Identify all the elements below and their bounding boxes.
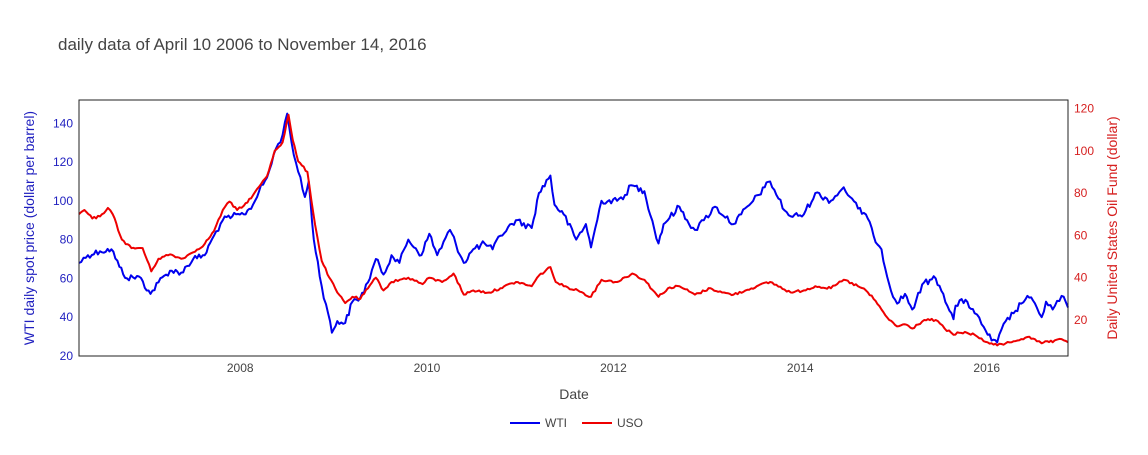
right-tick-label: 120 (1074, 101, 1094, 115)
right-tick-label: 100 (1074, 144, 1094, 158)
right-tick-label: 20 (1074, 313, 1088, 327)
legend-item-uso[interactable]: USO (582, 416, 643, 430)
left-tick-label: 20 (60, 349, 74, 363)
x-axis-title: Date (559, 386, 589, 402)
legend-item-wti[interactable]: WTI (510, 416, 567, 430)
left-tick-label: 100 (53, 194, 73, 208)
left-tick-label: 80 (60, 233, 74, 247)
x-tick-label: 2012 (600, 361, 627, 375)
x-tick-label: 2008 (227, 361, 254, 375)
x-axis-ticks: 2008 2010 2012 2014 2016 (227, 361, 1001, 375)
left-axis-ticks: 20 40 60 80 100 120 140 (53, 116, 73, 363)
legend-label: WTI (545, 416, 567, 430)
left-axis-title: WTI daily spot price (dollar per barrel) (21, 111, 37, 345)
series-line-wti[interactable] (78, 112, 1069, 344)
right-axis-ticks: 20 40 60 80 100 120 (1074, 101, 1094, 327)
left-tick-label: 120 (53, 155, 73, 169)
x-tick-label: 2014 (787, 361, 814, 375)
right-tick-label: 60 (1074, 228, 1088, 242)
right-tick-label: 40 (1074, 271, 1088, 285)
right-axis-title: Daily United States Oil Fund (dollar) (1104, 116, 1120, 339)
series-layer (78, 112, 1069, 347)
left-tick-label: 40 (60, 310, 74, 324)
plot-frame (78, 99, 1069, 357)
legend-label: USO (617, 416, 643, 430)
x-tick-label: 2016 (973, 361, 1000, 375)
right-tick-label: 80 (1074, 186, 1088, 200)
chart-title: daily data of April 10 2006 to November … (58, 35, 427, 54)
left-tick-label: 60 (60, 271, 74, 285)
series-line-uso[interactable] (78, 113, 1069, 347)
left-tick-label: 140 (53, 116, 73, 130)
legend[interactable]: WTI USO (510, 416, 643, 430)
x-tick-label: 2010 (414, 361, 441, 375)
